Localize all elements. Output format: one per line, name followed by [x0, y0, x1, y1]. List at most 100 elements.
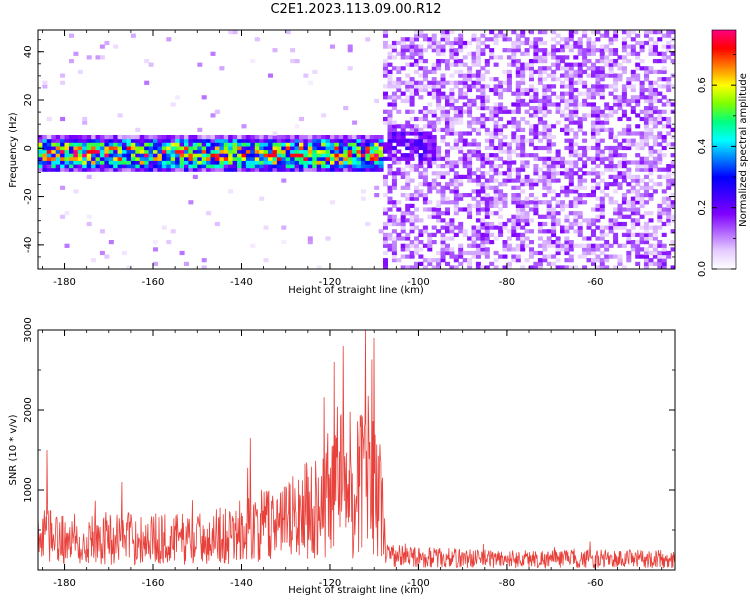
spectrogram-cell — [285, 142, 291, 147]
spectrogram-cell — [529, 127, 534, 132]
spectrogram-cell — [568, 77, 574, 82]
spectrogram-cell — [639, 131, 645, 136]
snr-series-line — [38, 330, 675, 570]
spectrogram-cell — [648, 178, 654, 183]
spectrogram-cell — [502, 135, 508, 140]
spectrogram-cell — [276, 135, 282, 140]
spectrogram-cell — [471, 240, 477, 245]
spectrogram-cell — [635, 218, 641, 223]
spectrogram-cell — [506, 156, 512, 161]
spectrogram-cell — [316, 142, 322, 147]
spectrogram-cell — [568, 149, 574, 154]
spectrogram-cell — [285, 164, 291, 169]
spectrogram-cell — [139, 156, 145, 161]
spectrogram-cell — [458, 225, 464, 230]
spectrogram-cell — [542, 182, 548, 187]
spectrogram-cell — [542, 30, 548, 35]
spectrogram-cell — [591, 62, 596, 67]
spectrogram-cell — [170, 102, 176, 107]
spectrogram-cell — [661, 196, 667, 201]
spectrogram-cell — [652, 87, 658, 93]
spectrogram-cell — [661, 211, 667, 216]
spectrogram-cell — [666, 167, 672, 172]
spectrogram-cell — [161, 164, 167, 169]
spectrogram-cell — [122, 138, 127, 143]
spectrogram-cell — [604, 182, 610, 187]
spectrogram-cell — [223, 142, 229, 147]
spectrogram-cell — [493, 167, 499, 172]
spectrogram-cell — [537, 80, 543, 85]
spectrogram-cell — [462, 153, 468, 158]
spectrogram-cell — [414, 44, 419, 49]
spectrogram-cell — [644, 164, 649, 169]
spectrogram-cell — [108, 149, 114, 154]
spectrogram-cell — [568, 69, 574, 74]
spectrogram-cell — [405, 178, 411, 183]
spectrogram-cell — [542, 214, 548, 219]
spectrogram-cell — [440, 240, 446, 245]
spectrogram-cell — [387, 189, 393, 194]
spectrogram-cell — [184, 261, 189, 266]
spectrogram-cell — [493, 131, 499, 136]
spectrogram-cell — [529, 193, 534, 198]
spectrogram-cell — [555, 40, 561, 46]
spectrogram-cell — [303, 73, 309, 78]
spectrogram-cell — [546, 240, 552, 245]
spectrogram-cell — [157, 135, 163, 140]
spectrogram-cell — [312, 164, 318, 169]
spectrogram-cell — [568, 225, 574, 230]
spectrogram-cell — [383, 193, 388, 198]
spectrogram-cell — [462, 138, 468, 143]
spectrogram-cell — [617, 261, 623, 266]
spectrogram-cell — [77, 149, 83, 154]
spectrogram-cell — [210, 135, 216, 140]
spectrogram-cell — [117, 149, 123, 154]
spectrogram-cell — [95, 156, 101, 161]
spectrogram-cell — [511, 44, 517, 49]
spectrogram-cell — [458, 62, 464, 67]
spectrogram-cell — [396, 200, 402, 205]
spectrogram-cell — [582, 218, 588, 223]
spectrogram-cell — [387, 200, 393, 205]
spectrogram-cell — [360, 142, 366, 147]
spectrogram-cell — [591, 120, 596, 125]
spectrogram-cell — [639, 164, 645, 169]
spectrogram-cell — [440, 48, 446, 53]
spectrogram-cell — [445, 182, 450, 187]
spectrogram-cell — [551, 124, 557, 129]
spectrogram-cell — [130, 145, 136, 151]
spectrogram-cell — [489, 178, 495, 183]
spectrogram-cell — [445, 120, 450, 125]
spectrogram-cell — [480, 116, 486, 122]
spectrogram-cell — [445, 30, 450, 35]
spectrogram-cell — [153, 138, 158, 143]
spectrogram-cell — [400, 221, 406, 227]
spectrogram-cell — [520, 77, 526, 82]
spectrogram-cell — [462, 44, 468, 49]
spectrogram-cell — [533, 153, 539, 158]
spectrogram-cell — [613, 145, 619, 151]
spectrogram-cell — [285, 145, 291, 151]
spectrogram-cell — [661, 59, 667, 64]
spectrogram-cell — [449, 236, 455, 241]
spectrogram-cell — [551, 261, 557, 266]
spectrogram-cell — [621, 109, 627, 114]
spectrogram-cell — [617, 254, 623, 259]
spectrogram-cell — [555, 106, 561, 111]
spectrogram-cell — [546, 211, 552, 216]
spectrogram-cell — [511, 225, 517, 230]
spectrogram-cell — [524, 102, 530, 107]
spectrogram-cell — [546, 84, 552, 89]
spectrogram-cell — [219, 149, 225, 154]
spectrogram-cell — [604, 258, 610, 263]
spectrogram-cell — [630, 98, 636, 103]
spectrogram-cell — [387, 135, 393, 140]
spectrogram-cell — [175, 167, 181, 172]
spectrogram-cell — [414, 84, 419, 89]
spectrogram-cell — [595, 203, 601, 208]
spectrogram-cell — [551, 30, 557, 35]
spectrogram-cell — [166, 164, 172, 169]
spectrogram-cell — [644, 69, 649, 74]
spectrogram-cell — [661, 207, 667, 212]
spectrogram-cell — [560, 84, 565, 89]
